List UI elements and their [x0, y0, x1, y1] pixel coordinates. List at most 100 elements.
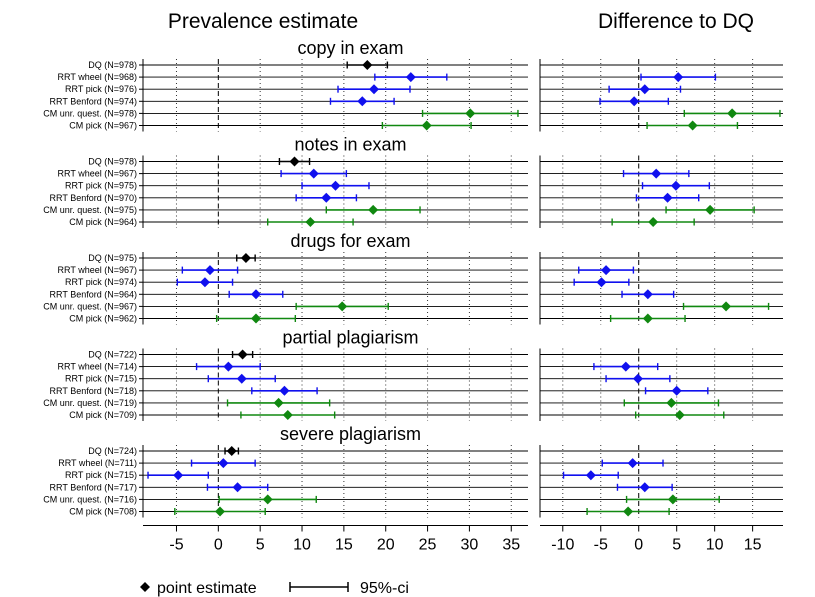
panel-3-row-2-label: RRT wheel (N=967) — [58, 265, 137, 275]
panel-5-row-4-estimate-point — [232, 482, 243, 493]
left-column-title: Prevalence estimate — [168, 10, 358, 33]
legend: point estimate 95%-ci — [140, 580, 409, 597]
panel-2-row-1-label: DQ (N=978) — [88, 157, 137, 167]
panel-4-row-4-difference-point — [671, 385, 682, 396]
panel-3-row-6-estimate-point — [250, 313, 261, 324]
panel-1-row-2-label: RRT wheel (N=968) — [58, 72, 137, 82]
panel-2-row-2-estimate-point — [308, 168, 319, 179]
right-column-title: Difference to DQ — [598, 10, 754, 33]
panel-1-row-3-label: RRT pick (N=976) — [65, 84, 137, 94]
panel-4-row-6-label: CM pick (N=709) — [69, 410, 137, 420]
panel-2-row-6-difference-point — [648, 217, 659, 227]
panel-5-row-4-difference-point — [639, 482, 650, 493]
panel-3-row-3-difference-point — [596, 277, 607, 288]
panel-3-title: drugs for exam — [290, 231, 410, 251]
panel-5-row-2-difference-point — [627, 458, 638, 469]
panel-5-title: severe plagiarism — [280, 424, 421, 444]
panel-2-row-4-label: RRT Benford (N=970) — [50, 193, 137, 203]
left-x-tick-label: 20 — [377, 537, 395, 554]
panel-3-row-6-difference-point — [642, 313, 653, 324]
panel-1-title: copy in exam — [297, 38, 403, 58]
panel-2-row-3-difference-point — [670, 180, 681, 191]
legend-point-label: point estimate — [157, 580, 257, 597]
panel-2-title: notes in exam — [294, 135, 406, 155]
panel-3-row-4-label: RRT Benford (N=964) — [50, 289, 137, 299]
left-x-tick-label: 15 — [335, 537, 353, 554]
panel-3-row-1-label: DQ (N=975) — [88, 253, 137, 263]
panel-3-row-3-label: RRT pick (N=974) — [65, 277, 137, 287]
right-x-tick-label: 15 — [744, 537, 762, 554]
panel-2-row-5-label: CM unr. quest. (N=975) — [43, 205, 137, 215]
panel-2-row-5-estimate-point — [368, 204, 379, 215]
left-x-tick-label: 30 — [461, 537, 479, 554]
panel-4-row-6-difference-point — [674, 410, 685, 420]
panel-2-row-2-label: RRT wheel (N=967) — [58, 169, 137, 179]
right-x-tick-label: 0 — [634, 537, 643, 554]
panel-4-title: partial plagiarism — [282, 328, 418, 348]
panel-5-row-5-estimate-point — [262, 494, 273, 505]
plot-area: copy in exam DQ (N=978) RRT wheel (N=968) R… — [43, 38, 783, 554]
panel-4-row-1-label: DQ (N=722) — [88, 350, 137, 360]
panel-5-row-3-estimate-point — [173, 470, 184, 481]
panel-3-row-5-estimate-point — [337, 301, 348, 312]
legend-point-marker — [140, 582, 150, 592]
panel-3-row-4-difference-point — [642, 289, 653, 300]
panel-1-row-1-estimate-point — [362, 60, 373, 70]
panel-5-row-4-label: RRT Benford (N=717) — [50, 482, 137, 492]
panel-2-row-3-estimate-point — [330, 180, 341, 191]
panel-4-row-5-estimate-point — [273, 397, 284, 408]
panel-3-row-5-difference-point — [721, 301, 732, 312]
panel-2-row-6-label: CM pick (N=964) — [69, 217, 137, 227]
panel-4-row-5-label: CM unr. quest. (N=719) — [43, 398, 137, 408]
panel-1-row-5-difference-point — [727, 108, 738, 119]
panel-3-row-1-estimate-point — [240, 253, 251, 263]
panel-4-row-3-estimate-point — [236, 373, 247, 384]
panel-2-row-1-estimate-point — [289, 156, 300, 167]
legend-ci-label: 95%-ci — [360, 580, 409, 597]
panel-3-row-5-label: CM unr. quest. (N=967) — [43, 301, 137, 311]
panel-4-row-2-difference-point — [620, 361, 631, 372]
panel-2-row-4-estimate-point — [321, 192, 332, 203]
panel-3-row-2-difference-point — [601, 265, 612, 276]
panel-1-row-2-estimate-point — [405, 72, 416, 83]
panel-5-row-6-difference-point — [623, 506, 634, 517]
panel-2-row-5-difference-point — [705, 204, 716, 215]
panel-2-row-4-difference-point — [662, 192, 673, 203]
panel-5-row-5-difference-point — [667, 494, 678, 505]
right-x-tick-label: -10 — [551, 537, 574, 554]
panel-1-row-2-difference-point — [673, 72, 684, 83]
panel-1-row-6-estimate-point — [421, 120, 432, 131]
panel-5-row-2-estimate-point — [218, 458, 229, 469]
left-x-tick-label: 10 — [293, 537, 311, 554]
right-x-tick-label: 10 — [706, 537, 724, 554]
panel-1-row-6-label: CM pick (N=967) — [69, 121, 137, 131]
panel-5-row-3-label: RRT pick (N=715) — [65, 470, 137, 480]
left-x-tick-label: 25 — [419, 537, 437, 554]
panel-1-row-4-difference-point — [629, 96, 640, 107]
panel-4-row-4-label: RRT Benford (N=718) — [50, 386, 137, 396]
panel-3-row-2-estimate-point — [204, 265, 215, 276]
panel-5-row-6-label: CM pick (N=708) — [69, 507, 137, 517]
panel-2-row-2-difference-point — [651, 168, 662, 179]
right-x-tick-label: 5 — [672, 537, 681, 554]
panel-5-row-6-estimate-point — [215, 506, 225, 517]
panel-4-row-4-estimate-point — [279, 385, 290, 396]
panel-2-row-3-label: RRT pick (N=975) — [65, 181, 137, 191]
panel-5-row-2-label: RRT wheel (N=711) — [58, 458, 137, 468]
left-x-tick-label: 5 — [256, 537, 265, 554]
right-x-tick-label: -5 — [594, 537, 608, 554]
left-x-tick-label: -5 — [169, 537, 183, 554]
panel-1-row-3-difference-point — [639, 84, 650, 95]
panel-5-row-3-difference-point — [585, 470, 596, 481]
left-x-tick-label: 35 — [502, 537, 520, 554]
panel-1-row-4-label: RRT Benford (N=974) — [50, 96, 137, 106]
panel-1-row-5-estimate-point — [465, 108, 476, 119]
panel-5-row-1-label: DQ (N=724) — [88, 446, 137, 456]
left-x-tick-label: 0 — [214, 537, 223, 554]
panel-1-row-5-label: CM unr. quest. (N=978) — [43, 108, 137, 118]
panel-4-row-1-estimate-point — [237, 349, 248, 360]
panel-1-row-1-label: DQ (N=978) — [88, 60, 137, 70]
panel-3-row-4-estimate-point — [250, 289, 261, 300]
panel-1-row-6-difference-point — [687, 120, 698, 131]
